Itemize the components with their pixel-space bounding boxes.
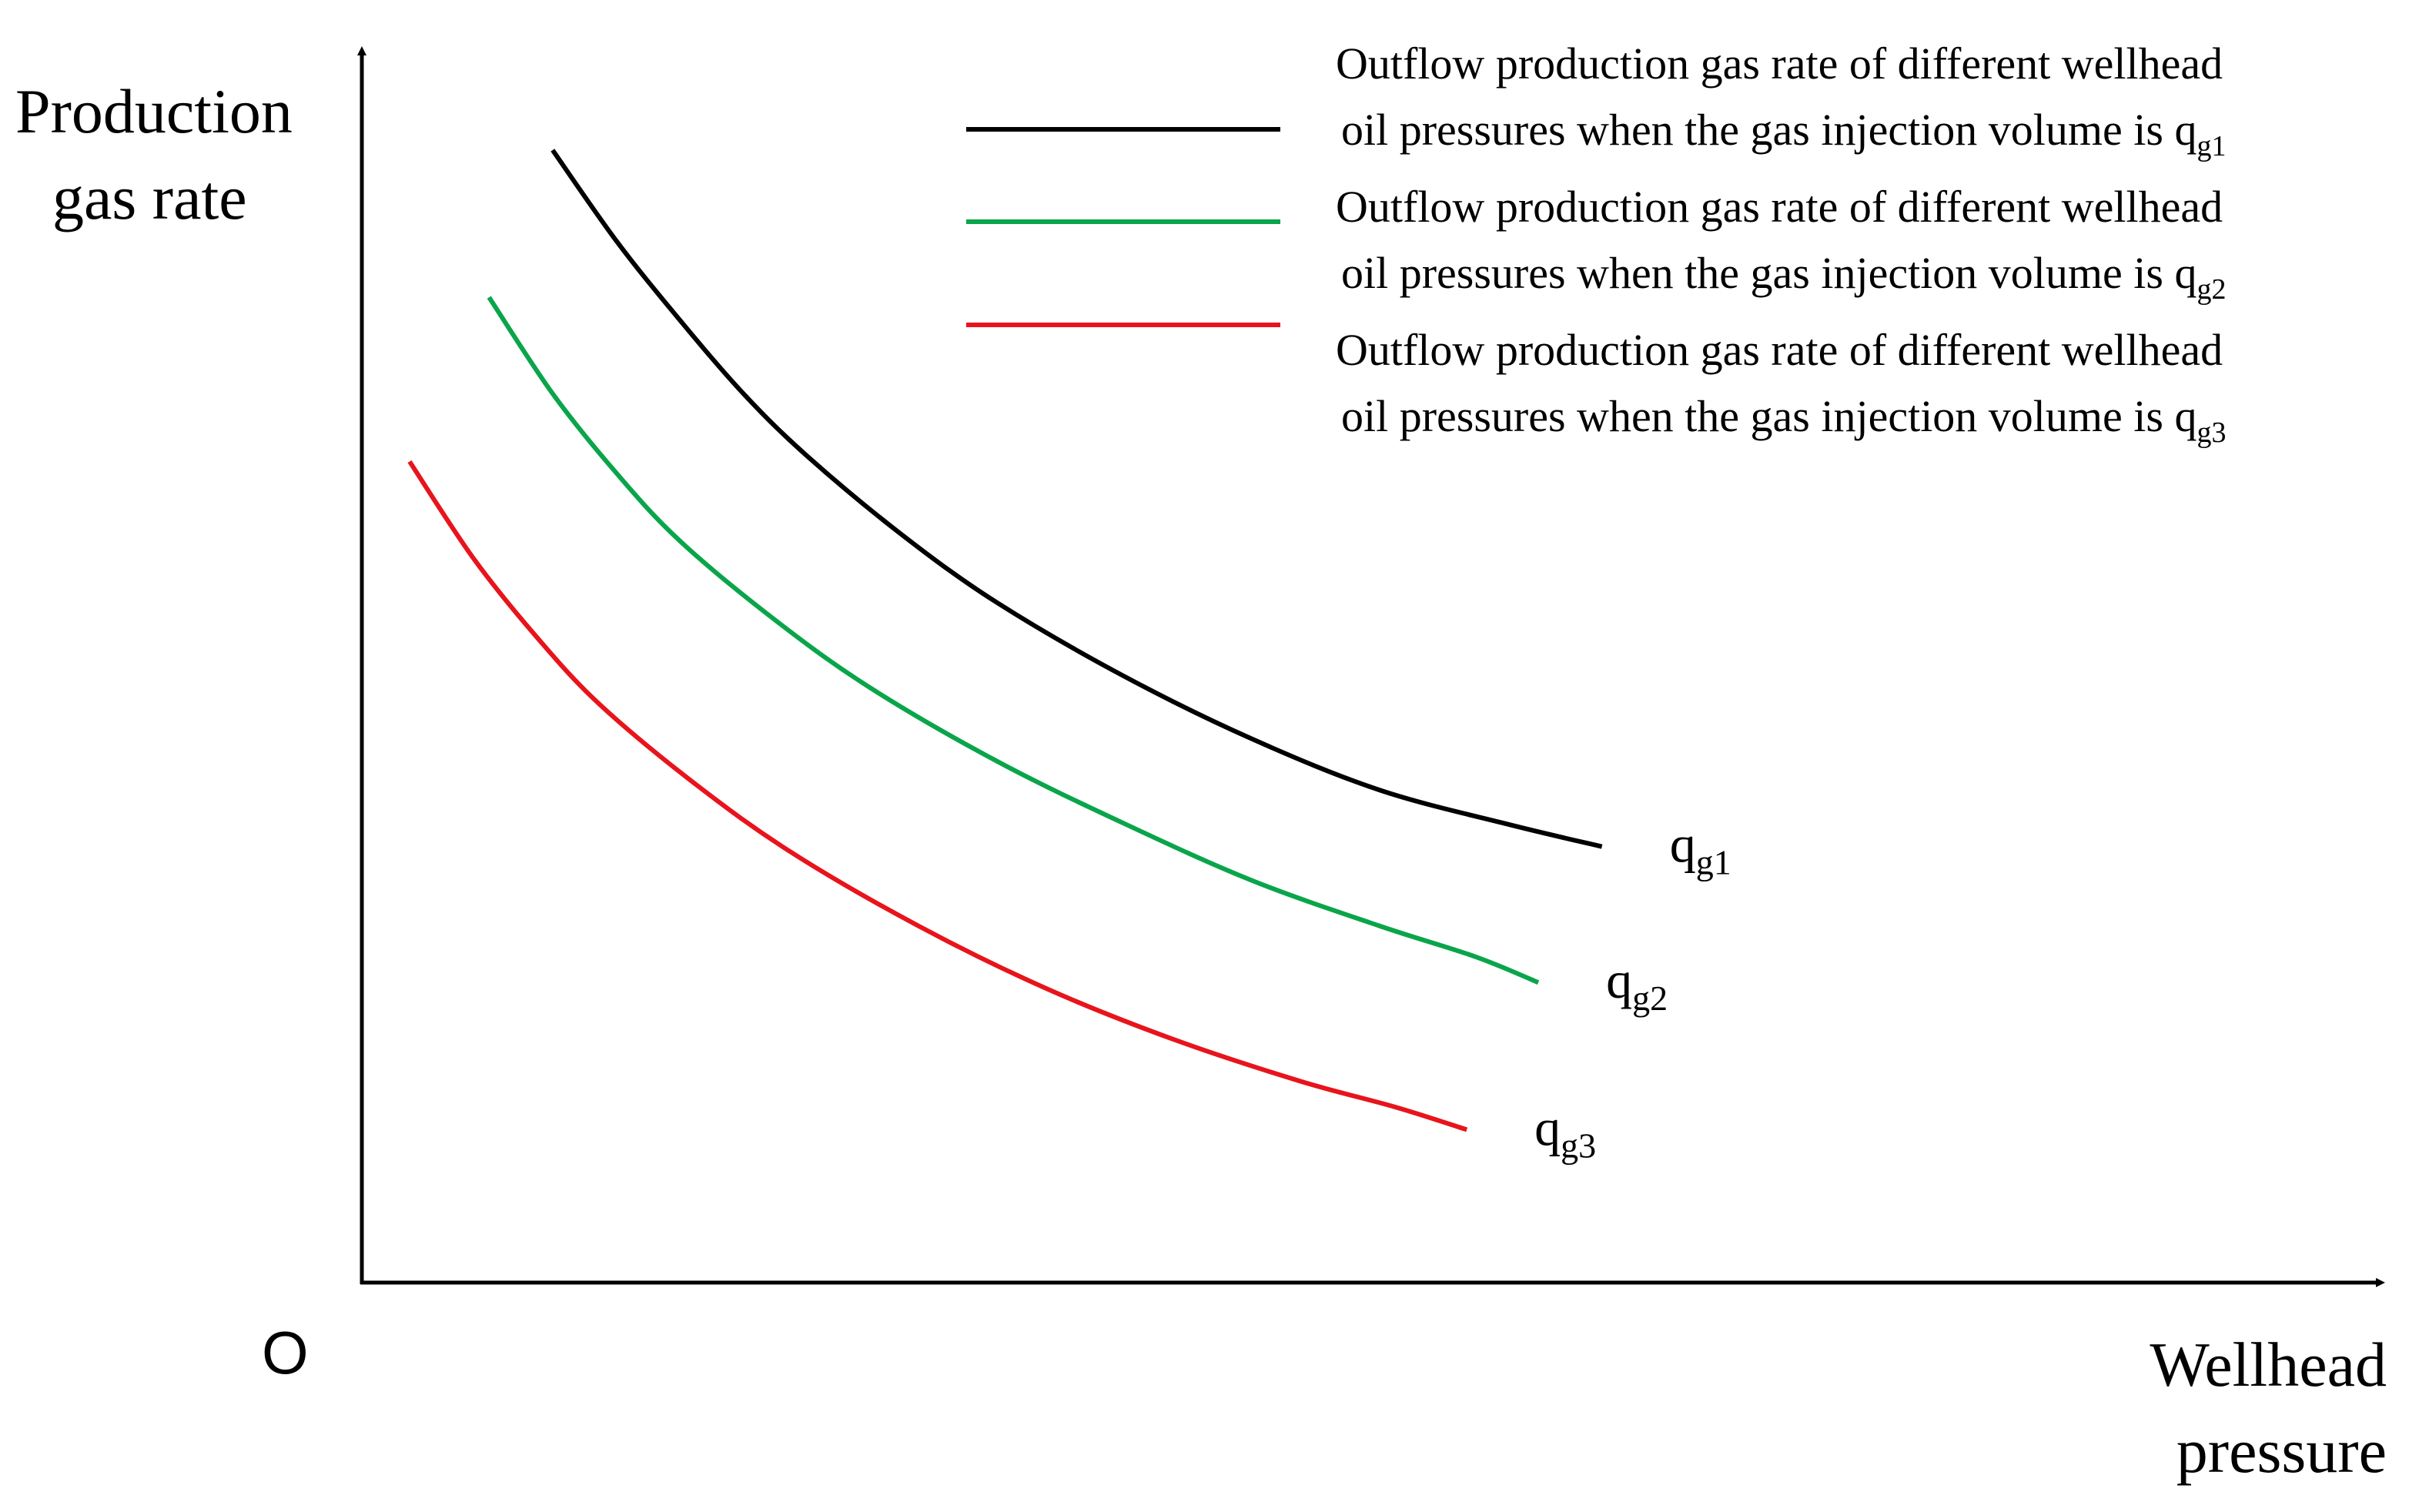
series-line-g2 bbox=[487, 296, 1540, 985]
legend-label-g3-line2: oil pressures when the gas injection vol… bbox=[1341, 391, 2226, 449]
curve-label-g1: qg1 bbox=[1670, 815, 1731, 882]
legend: Outflow production gas rate of different… bbox=[966, 38, 2226, 449]
series-layer: qg1 qg2 qg3 bbox=[407, 149, 1731, 1165]
legend-label-g3: Outflow production gas rate of different… bbox=[1336, 325, 2223, 375]
origin-label: O bbox=[262, 1319, 309, 1387]
curve-label-g2: qg2 bbox=[1606, 951, 1668, 1018]
x-axis-label: Wellhead pressure bbox=[2150, 1330, 2387, 1486]
legend-label-g1: Outflow production gas rate of different… bbox=[1336, 38, 2223, 89]
legend-label-g2: Outflow production gas rate of different… bbox=[1336, 182, 2223, 232]
series-line-g1 bbox=[550, 149, 1603, 849]
legend-label-g1-line2: oil pressures when the gas injection vol… bbox=[1341, 105, 2226, 162]
y-axis-label: Production gas rate bbox=[15, 76, 293, 232]
series-line-g3 bbox=[407, 460, 1468, 1132]
legend-label-g2-line2: oil pressures when the gas injection vol… bbox=[1341, 248, 2226, 306]
curve-label-g3: qg3 bbox=[1534, 1098, 1596, 1165]
